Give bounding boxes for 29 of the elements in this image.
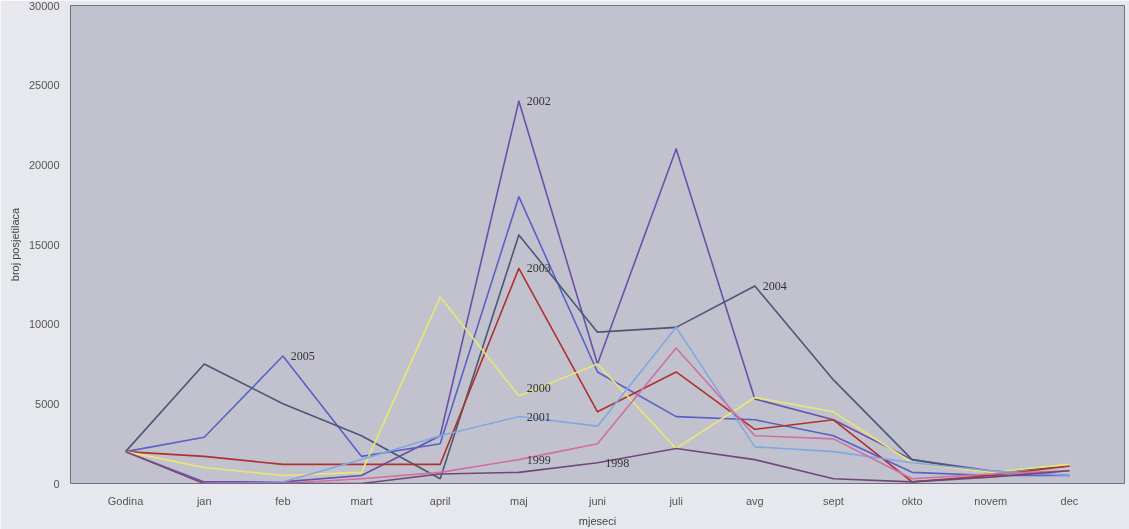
x-axis-title: mjeseci (578, 514, 617, 527)
x-tick-label: april (429, 494, 451, 507)
annotation: 2004 (762, 278, 787, 293)
x-tick-label: avg (745, 494, 764, 507)
x-tick-label: sept (823, 494, 844, 507)
annotation: 2001 (526, 409, 551, 424)
line-series (124, 296, 1071, 477)
x-tick-label: Godina (107, 494, 145, 507)
x-tick-label: mart (350, 494, 373, 507)
annotation: 1999 (526, 452, 551, 467)
y-tick-label: 15000 (28, 238, 60, 251)
annotation: 2002 (526, 94, 551, 109)
x-tick-label: dec (1060, 494, 1079, 507)
y-axis-title: broj posjetilaca (8, 206, 21, 282)
y-tick-label: 25000 (28, 79, 60, 92)
y-tick-label: 10000 (28, 318, 60, 331)
y-tick-label: 0 (53, 477, 60, 490)
x-tick-label: maj (509, 494, 528, 507)
x-tick-label: okto (901, 494, 923, 507)
y-tick-label: 5000 (35, 397, 60, 410)
y-tick-label: 20000 (28, 158, 60, 171)
x-tick-label: juli (668, 494, 683, 507)
annotation: 2005 (290, 349, 315, 364)
y-tick-label: 30000 (28, 0, 60, 12)
x-tick-label: juni (587, 494, 607, 507)
x-tick-label: feb (275, 494, 291, 507)
x-tick-label: novem (974, 494, 1008, 507)
x-tick-label: jan (195, 494, 212, 507)
annotation: 1998 (605, 455, 630, 470)
